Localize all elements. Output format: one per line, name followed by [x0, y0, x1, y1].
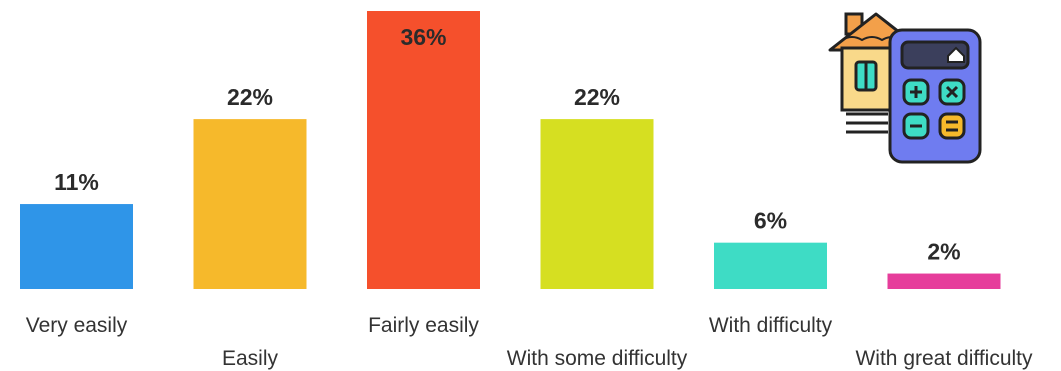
category-label-1: Easily	[222, 347, 279, 370]
bar-5	[887, 273, 1001, 289]
value-label-3: 22%	[574, 84, 620, 110]
value-label-1: 22%	[227, 84, 273, 110]
category-label-0: Very easily	[26, 314, 128, 337]
bar-4	[714, 242, 827, 289]
bar-1	[193, 119, 307, 289]
house-calculator-icon	[828, 12, 982, 164]
bar-0	[20, 204, 133, 289]
value-label-2: 36%	[400, 24, 446, 50]
bar-3	[540, 119, 654, 289]
value-label-4: 6%	[754, 208, 787, 234]
category-label-5: With great difficulty	[855, 347, 1033, 370]
value-label-0: 11%	[54, 169, 99, 195]
value-label-5: 2%	[927, 239, 960, 265]
bar-2	[367, 11, 480, 289]
category-label-4: With difficulty	[709, 314, 833, 337]
category-label-3: With some difficulty	[507, 347, 688, 370]
category-label-2: Fairly easily	[368, 314, 479, 337]
